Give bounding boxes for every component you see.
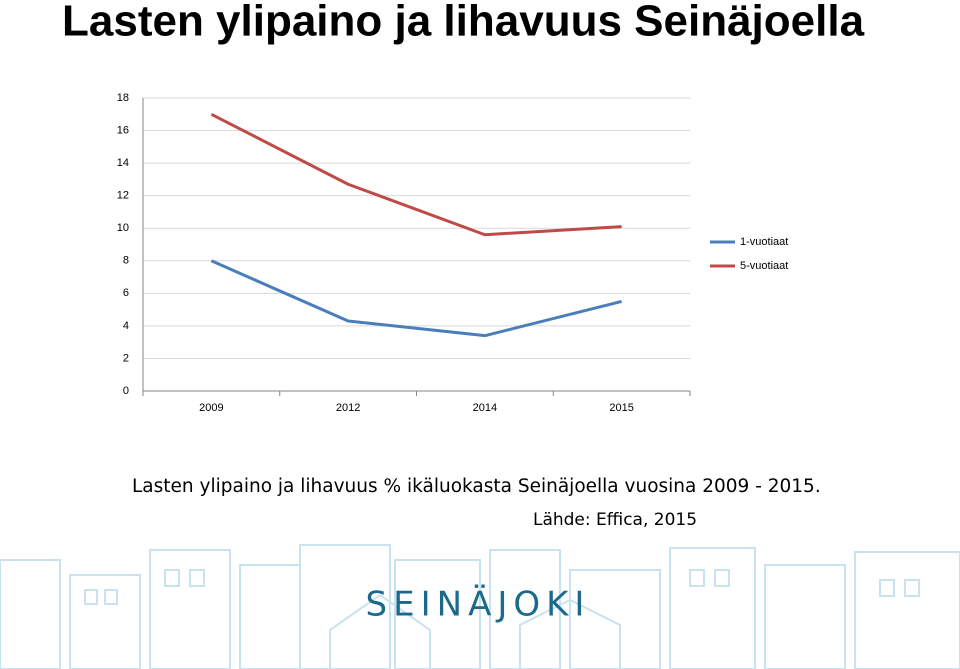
y-tick-label: 6 <box>123 287 129 299</box>
city-decoration <box>0 544 960 669</box>
x-tick-label: 2012 <box>336 402 360 414</box>
source: Lähde: Effica, 2015 <box>533 510 697 530</box>
series-line <box>210 259 622 338</box>
y-tick-label: 0 <box>123 385 129 397</box>
y-tick-label: 10 <box>117 222 129 234</box>
y-tick-label: 14 <box>117 157 129 169</box>
y-tick-label: 2 <box>123 352 129 364</box>
y-tick-label: 18 <box>117 92 129 104</box>
y-tick-label: 8 <box>123 255 129 267</box>
x-tick-label: 2009 <box>199 402 223 414</box>
y-tick-label: 16 <box>117 124 129 136</box>
slide-title: Lasten ylipaino ja lihavuus Seinäjoella <box>62 0 865 46</box>
x-tick-label: 2015 <box>609 402 633 414</box>
series-line <box>210 112 622 237</box>
legend-label: 1-vuotiaat <box>740 236 788 248</box>
y-tick-label: 4 <box>123 320 129 332</box>
x-tick-label: 2014 <box>473 402 497 414</box>
y-tick-label: 12 <box>117 190 129 202</box>
logo: SEINÄJOKI <box>366 585 591 625</box>
caption: Lasten ylipaino ja lihavuus % ikäluokast… <box>132 476 821 497</box>
legend-label: 5-vuotiaat <box>740 260 788 272</box>
